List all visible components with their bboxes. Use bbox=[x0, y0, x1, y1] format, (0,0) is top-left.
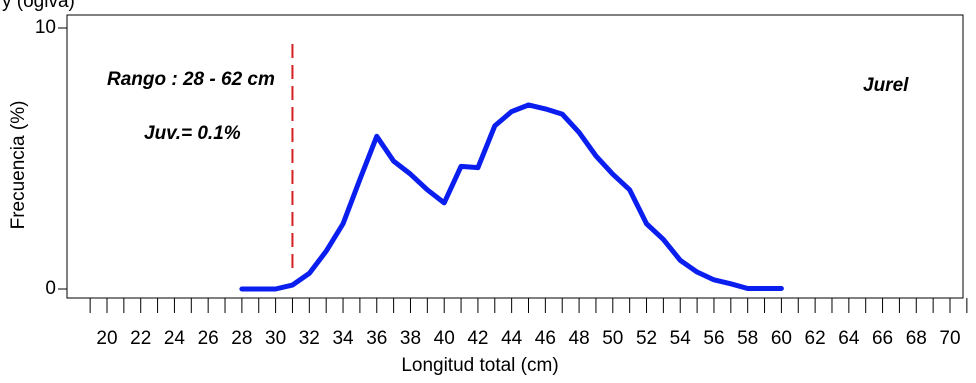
data-point bbox=[712, 278, 716, 282]
x-tick-label: 36 bbox=[366, 328, 387, 349]
x-tick-label: 60 bbox=[771, 328, 792, 349]
data-point bbox=[628, 188, 632, 192]
data-point bbox=[290, 283, 294, 287]
data-point bbox=[527, 103, 530, 107]
x-tick-label: 34 bbox=[332, 328, 354, 349]
x-tick-label: 40 bbox=[434, 328, 455, 349]
x-tick-label: 58 bbox=[737, 328, 758, 349]
data-point bbox=[375, 134, 379, 138]
x-tick-label: 46 bbox=[535, 328, 556, 349]
data-point bbox=[392, 159, 396, 163]
data-point bbox=[779, 286, 783, 290]
data-point bbox=[307, 271, 311, 275]
data-point bbox=[257, 287, 261, 291]
data-point bbox=[425, 188, 429, 192]
data-point bbox=[645, 222, 649, 226]
x-tick-label: 32 bbox=[299, 328, 320, 349]
data-point bbox=[510, 110, 514, 114]
x-tick-label: 26 bbox=[198, 328, 219, 349]
x-tick-label: 54 bbox=[670, 328, 692, 349]
data-point bbox=[324, 249, 328, 253]
data-point bbox=[746, 286, 750, 290]
x-tick-label: 20 bbox=[96, 328, 117, 349]
x-tick-label: 30 bbox=[265, 328, 286, 349]
data-point bbox=[240, 287, 244, 291]
data-point bbox=[729, 282, 733, 286]
y-axis-title: Frecuencia (%) bbox=[8, 101, 29, 230]
x-axis: 20 22 24 26 28 30 32 34 36 38 40 42 44 46 48 50 52 54 56 58… bbox=[89, 298, 968, 349]
x-tick-label: 64 bbox=[838, 328, 860, 349]
x-tick-label: 50 bbox=[602, 328, 623, 349]
range-annotation: Rango : 28 - 62 cm bbox=[107, 69, 275, 90]
frequency-series-line bbox=[239, 102, 784, 292]
data-point bbox=[560, 112, 564, 116]
y-tick-label: 10 bbox=[35, 17, 56, 38]
data-point bbox=[274, 287, 278, 291]
data-point bbox=[442, 201, 446, 205]
data-point bbox=[408, 172, 412, 176]
x-tick-label: 22 bbox=[130, 328, 151, 349]
series-points bbox=[240, 103, 783, 291]
data-point bbox=[678, 258, 682, 262]
y-tick-label: 0 bbox=[45, 278, 56, 299]
x-tick-label: 66 bbox=[872, 328, 893, 349]
x-tick-label: 24 bbox=[164, 328, 186, 349]
y-axis: 0 10 bbox=[35, 17, 67, 299]
x-tick-label: 70 bbox=[939, 328, 960, 349]
x-tick-label: 56 bbox=[703, 328, 724, 349]
x-tick-label: 48 bbox=[569, 328, 590, 349]
x-tick-label: 42 bbox=[467, 328, 488, 349]
data-point bbox=[459, 164, 463, 168]
data-point bbox=[594, 154, 598, 158]
x-tick-label: 68 bbox=[906, 328, 927, 349]
x-tick-label: 44 bbox=[501, 328, 523, 349]
data-point bbox=[493, 124, 497, 128]
data-point bbox=[611, 172, 615, 176]
x-tick-label: 62 bbox=[805, 328, 826, 349]
x-axis-title: Longitud total (cm) bbox=[401, 355, 558, 376]
x-tick-label: 52 bbox=[636, 328, 657, 349]
data-point bbox=[763, 286, 767, 290]
data-point bbox=[695, 270, 699, 274]
data-point bbox=[577, 130, 581, 134]
juvenile-annotation: Juv.= 0.1% bbox=[144, 123, 241, 144]
data-point bbox=[543, 107, 547, 111]
data-point bbox=[341, 222, 345, 226]
species-label: Jurel bbox=[863, 75, 909, 96]
plot-frame bbox=[66, 14, 964, 299]
x-tick-label: 28 bbox=[231, 328, 252, 349]
data-point bbox=[358, 177, 362, 181]
x-tick-label: 38 bbox=[400, 328, 421, 349]
data-point bbox=[661, 237, 665, 241]
data-point bbox=[476, 166, 480, 170]
top-caption-fragment: y (ogiva) bbox=[2, 0, 75, 12]
